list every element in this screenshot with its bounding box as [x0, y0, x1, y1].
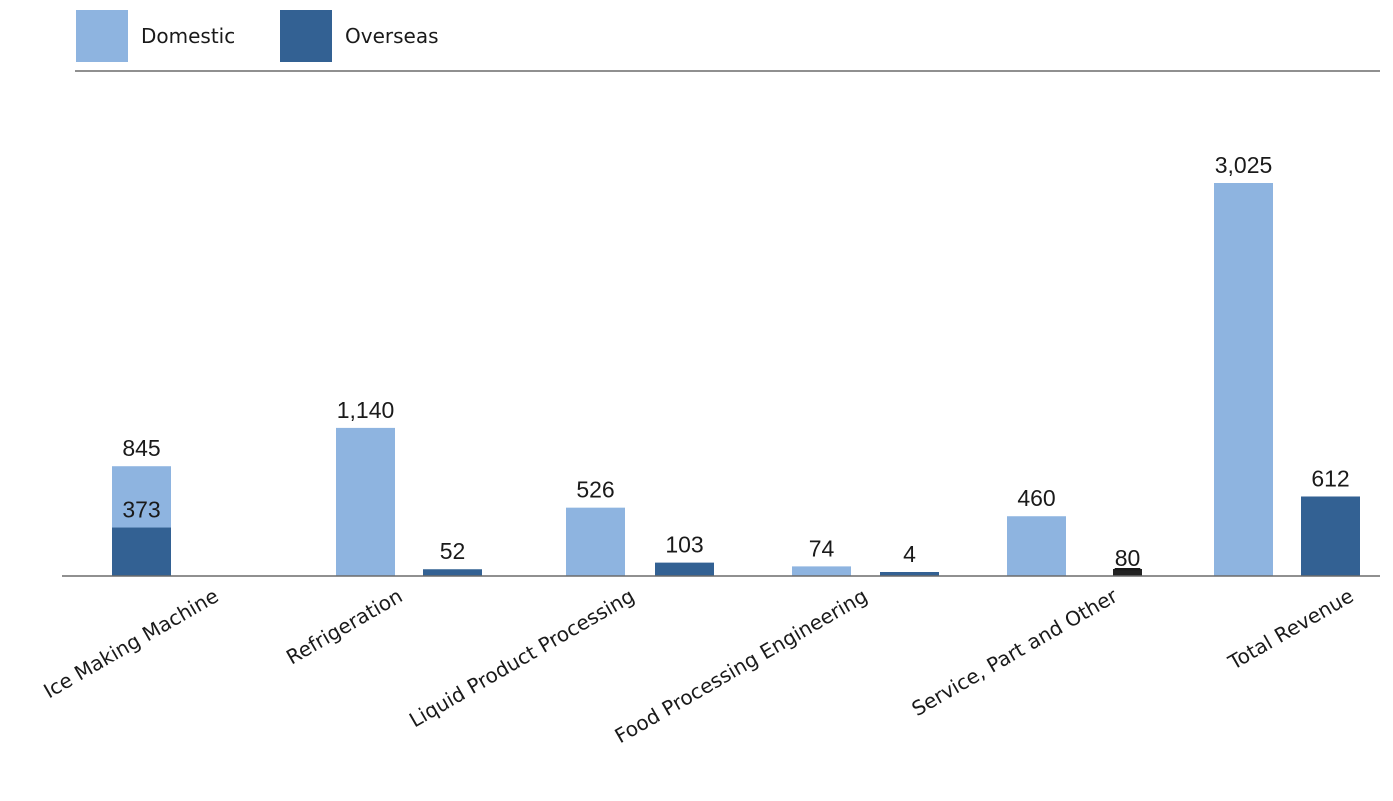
bar-domestic-total-revenue — [1214, 183, 1273, 576]
bar-domestic-liquid-product-processing — [566, 507, 625, 576]
legend-label-domestic: Domestic — [141, 24, 235, 48]
bar-overseas-total-revenue — [1301, 496, 1360, 576]
value-label-domestic-total-revenue: 3,025 — [1215, 152, 1273, 178]
value-labels: 845 373 1,140 52 526 103 74 4 460 80 3,025 612 — [122, 152, 1349, 571]
bar-overseas-food-processing-engineering — [880, 572, 939, 576]
value-label-overseas-liquid-product-processing: 103 — [665, 532, 703, 558]
value-label-domestic-ice-making-machine: 845 — [122, 435, 160, 461]
legend-swatch-overseas — [280, 10, 332, 62]
bar-domestic-refrigeration — [336, 427, 395, 576]
bar-overseas-liquid-product-processing — [655, 562, 714, 576]
category-label-service-part-and-other: Service, Part and Other — [907, 583, 1122, 721]
value-label-overseas-refrigeration: 52 — [440, 538, 466, 564]
value-label-domestic-food-processing-engineering: 74 — [809, 535, 835, 561]
bar-domestic-service-part-and-other — [1007, 516, 1066, 576]
category-label-food-processing-engineering: Food Processing Engineering — [611, 584, 872, 749]
value-label-domestic-liquid-product-processing: 526 — [576, 477, 614, 503]
bar-overseas-service-part-and-other — [1113, 569, 1142, 576]
value-label-overseas-ice-making-machine: 373 — [122, 497, 160, 523]
value-label-domestic-refrigeration: 1,140 — [337, 397, 395, 423]
bar-domestic-food-processing-engineering — [792, 566, 851, 576]
category-label-liquid-product-processing: Liquid Product Processing — [405, 584, 639, 733]
legend-swatch-domestic — [76, 10, 128, 62]
value-label-domestic-service-part-and-other: 460 — [1017, 485, 1055, 511]
value-label-overseas-food-processing-engineering: 4 — [903, 541, 916, 567]
bar-overseas-ice-making-machine — [112, 527, 171, 576]
value-label-overseas-service-part-and-other: 80 — [1115, 545, 1141, 571]
bar-overseas-refrigeration — [423, 569, 482, 576]
category-label-refrigeration: Refrigeration — [282, 584, 407, 670]
legend-label-overseas: Overseas — [345, 24, 439, 48]
legend: Domestic Overseas — [76, 10, 439, 62]
category-label-total-revenue: Total Revenue — [1223, 584, 1357, 675]
bar-group — [112, 183, 1360, 576]
value-label-overseas-total-revenue: 612 — [1311, 465, 1349, 491]
category-label-ice-making-machine: Ice Making Machine — [39, 584, 222, 704]
